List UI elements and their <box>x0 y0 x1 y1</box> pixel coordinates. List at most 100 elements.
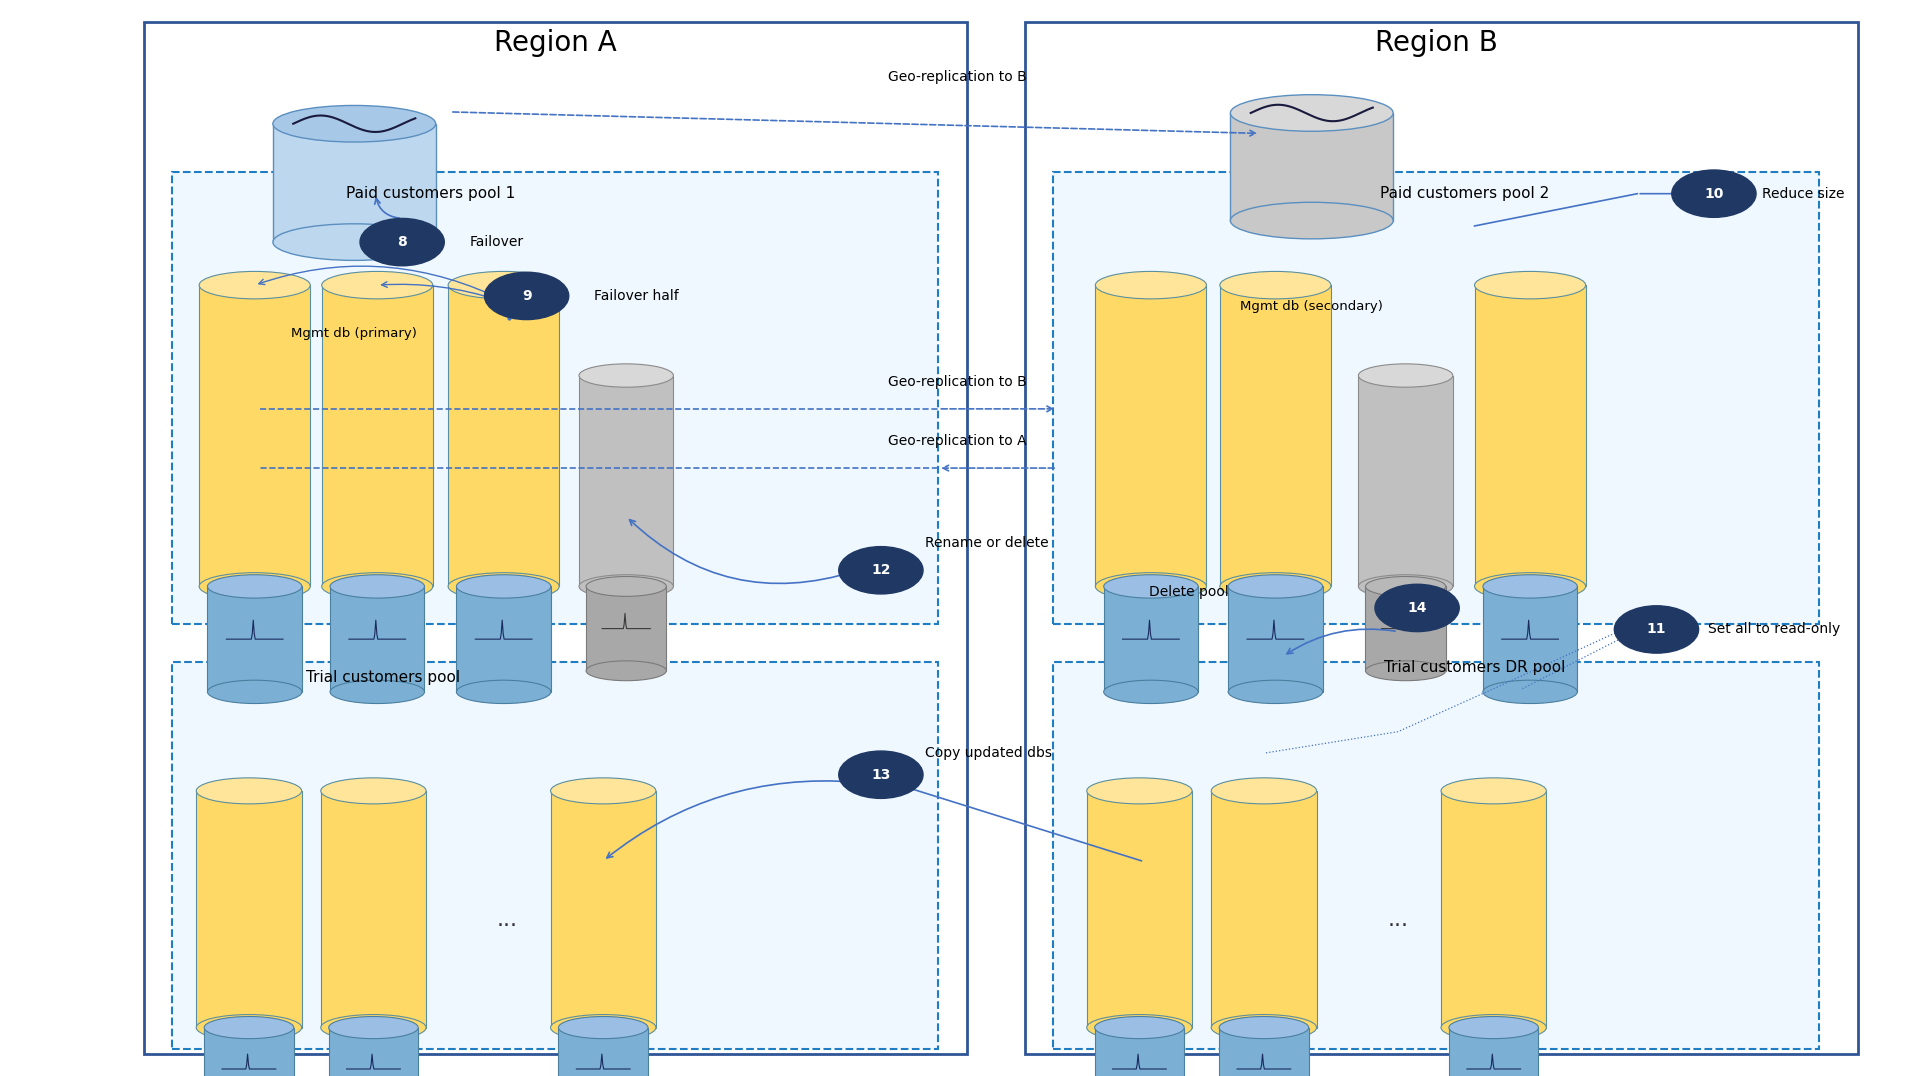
Text: Failover half: Failover half <box>593 288 678 303</box>
Ellipse shape <box>551 778 655 804</box>
Text: 14: 14 <box>1407 600 1426 615</box>
Ellipse shape <box>320 778 427 804</box>
Ellipse shape <box>1087 778 1191 804</box>
Ellipse shape <box>207 680 302 704</box>
Ellipse shape <box>1365 577 1445 596</box>
Circle shape <box>1614 606 1698 653</box>
Bar <box>1474 285 1585 586</box>
Bar <box>322 285 433 586</box>
Ellipse shape <box>448 572 559 600</box>
Ellipse shape <box>1357 575 1453 598</box>
Text: Region A: Region A <box>494 29 616 57</box>
Ellipse shape <box>197 778 302 804</box>
FancyBboxPatch shape <box>172 172 938 624</box>
Bar <box>1095 1028 1183 1076</box>
Ellipse shape <box>448 271 559 299</box>
Ellipse shape <box>1357 364 1453 387</box>
Bar <box>272 124 434 242</box>
Ellipse shape <box>1212 1015 1317 1040</box>
FancyBboxPatch shape <box>1024 22 1857 1054</box>
Ellipse shape <box>1219 572 1330 600</box>
Ellipse shape <box>559 1017 647 1038</box>
Ellipse shape <box>1102 680 1198 704</box>
Text: Geo-replication to A: Geo-replication to A <box>888 434 1026 449</box>
Ellipse shape <box>586 577 666 596</box>
Bar <box>207 586 302 692</box>
Ellipse shape <box>199 572 310 600</box>
FancyBboxPatch shape <box>144 22 967 1054</box>
Text: Geo-replication to B: Geo-replication to B <box>888 70 1026 85</box>
Text: Rename or delete: Rename or delete <box>924 536 1049 551</box>
Bar <box>1095 285 1206 586</box>
Ellipse shape <box>1441 778 1547 804</box>
Ellipse shape <box>586 661 666 681</box>
Ellipse shape <box>329 575 425 598</box>
Ellipse shape <box>320 1015 427 1040</box>
Text: Copy updated dbs: Copy updated dbs <box>924 746 1051 761</box>
Text: 11: 11 <box>1646 622 1665 637</box>
Ellipse shape <box>1231 95 1393 131</box>
Bar <box>1481 586 1577 692</box>
Ellipse shape <box>1231 202 1393 239</box>
Ellipse shape <box>329 680 425 704</box>
Ellipse shape <box>205 1017 293 1038</box>
Ellipse shape <box>1474 572 1585 600</box>
Ellipse shape <box>1441 1015 1547 1040</box>
Ellipse shape <box>1481 575 1577 598</box>
Text: ...: ... <box>1388 910 1407 930</box>
Ellipse shape <box>1095 1017 1183 1038</box>
Circle shape <box>360 218 444 266</box>
Ellipse shape <box>1219 1017 1307 1038</box>
Bar <box>586 586 666 670</box>
Text: Paid customers pool 1: Paid customers pool 1 <box>346 186 515 201</box>
Ellipse shape <box>274 224 436 260</box>
Bar <box>1219 285 1330 586</box>
Ellipse shape <box>1227 575 1323 598</box>
Ellipse shape <box>1474 271 1585 299</box>
Text: Delete pool: Delete pool <box>1148 584 1229 599</box>
Bar <box>1219 1028 1307 1076</box>
Ellipse shape <box>1227 680 1323 704</box>
Text: Set all to read-only: Set all to read-only <box>1707 622 1839 637</box>
Bar <box>197 791 302 1028</box>
Bar <box>1087 791 1191 1028</box>
Text: Trial customers DR pool: Trial customers DR pool <box>1384 660 1564 675</box>
Text: 13: 13 <box>871 767 890 782</box>
Text: Failover: Failover <box>469 235 523 250</box>
Bar <box>448 285 559 586</box>
Ellipse shape <box>551 1015 655 1040</box>
Ellipse shape <box>456 680 551 704</box>
Bar <box>329 586 425 692</box>
Bar <box>1212 791 1317 1028</box>
Ellipse shape <box>1365 661 1445 681</box>
Text: Trial customers pool: Trial customers pool <box>306 670 459 685</box>
Text: ...: ... <box>498 910 517 930</box>
Text: Mgmt db (secondary): Mgmt db (secondary) <box>1240 300 1382 313</box>
Ellipse shape <box>578 364 674 387</box>
Text: Reduce size: Reduce size <box>1761 186 1843 201</box>
Bar <box>1357 376 1453 586</box>
Ellipse shape <box>1481 680 1577 704</box>
Text: 8: 8 <box>396 235 408 250</box>
Bar <box>1441 791 1547 1028</box>
Text: Geo-replication to B: Geo-replication to B <box>888 374 1026 390</box>
Ellipse shape <box>322 271 433 299</box>
Ellipse shape <box>1102 575 1198 598</box>
Bar <box>1449 1028 1537 1076</box>
Bar <box>199 285 310 586</box>
Ellipse shape <box>1212 778 1317 804</box>
Ellipse shape <box>329 1017 417 1038</box>
Text: 12: 12 <box>871 563 890 578</box>
Ellipse shape <box>1087 1015 1191 1040</box>
Bar <box>1231 113 1393 221</box>
Text: Mgmt db (primary): Mgmt db (primary) <box>291 327 417 340</box>
Ellipse shape <box>578 575 674 598</box>
Ellipse shape <box>322 572 433 600</box>
Bar <box>205 1028 293 1076</box>
FancyBboxPatch shape <box>172 662 938 1049</box>
Bar <box>1227 586 1323 692</box>
Bar <box>1365 586 1445 670</box>
Ellipse shape <box>1219 271 1330 299</box>
Text: 9: 9 <box>521 288 532 303</box>
Bar <box>578 376 674 586</box>
